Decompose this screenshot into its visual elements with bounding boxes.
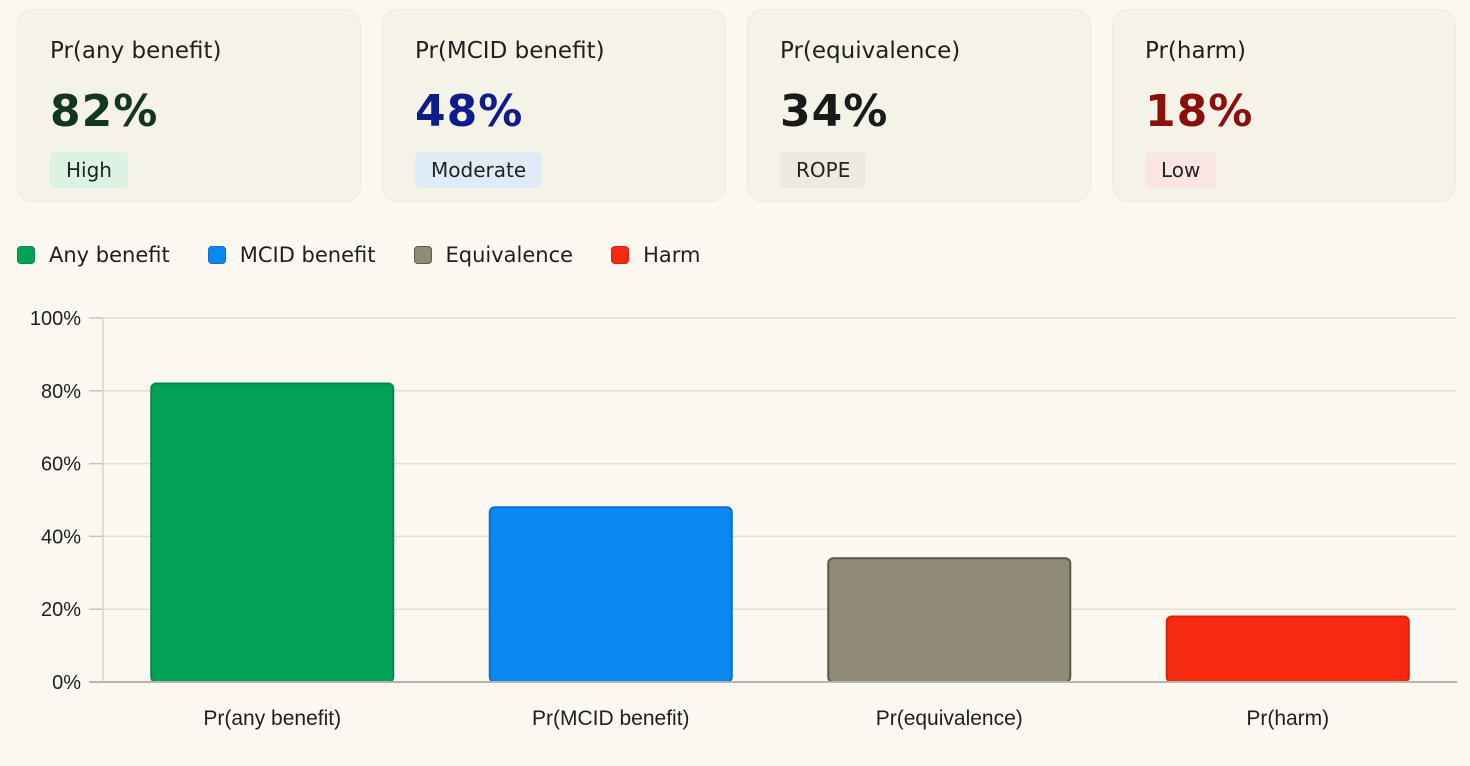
bar-chart: 0% 20% 40% 60% 80% 100% Pr(any benefit) Pr(MCID… [30, 308, 1457, 730]
card-value: 34% [780, 86, 889, 137]
y-tick-label: 100% [30, 308, 81, 330]
legend-swatch [413, 246, 432, 264]
card-label: Pr(MCID benefit) [415, 38, 605, 64]
card-label: Pr(equivalence) [780, 38, 961, 64]
card-label: Pr(harm) [1145, 38, 1246, 64]
y-tick-label: 60% [41, 454, 81, 476]
status-badge: High [50, 152, 128, 188]
card-value: 48% [415, 86, 524, 137]
legend-item-harm[interactable]: Harm [611, 243, 700, 267]
card-equivalence: Pr(equivalence) 34% ROPE [747, 9, 1091, 202]
status-badge: Low [1145, 152, 1217, 188]
card-label: Pr(any benefit) [50, 38, 222, 64]
legend-label: Equivalence [445, 243, 574, 267]
card-any-benefit: Pr(any benefit) 82% High [17, 9, 361, 202]
bar [150, 382, 395, 684]
bar [488, 506, 733, 683]
y-tick-label: 40% [41, 526, 81, 548]
x-tick-label: Pr(harm) [1246, 707, 1329, 730]
bar [827, 557, 1072, 683]
status-badge: Moderate [415, 152, 543, 188]
x-tick-label: Pr(MCID benefit) [532, 707, 690, 730]
x-tick-label: Pr(any benefit) [203, 707, 341, 730]
chart-legend: Any benefit MCID benefit Equivalence Har… [17, 243, 738, 267]
y-tick-label: 20% [41, 599, 81, 621]
y-tick-label: 80% [41, 381, 81, 403]
legend-swatch [17, 246, 35, 264]
legend-item-equivalence[interactable]: Equivalence [413, 243, 574, 267]
bar [1165, 615, 1410, 684]
card-mcid-benefit: Pr(MCID benefit) 48% Moderate [382, 9, 726, 202]
y-tick-label: 0% [52, 672, 81, 694]
legend-label: Harm [643, 243, 701, 267]
legend-label: MCID benefit [239, 243, 376, 267]
card-harm: Pr(harm) 18% Low [1112, 9, 1456, 202]
status-badge: ROPE [780, 152, 867, 188]
legend-item-mcid-benefit[interactable]: MCID benefit [207, 243, 376, 267]
card-value: 18% [1145, 86, 1254, 137]
legend-item-any-benefit[interactable]: Any benefit [17, 243, 170, 267]
card-value: 82% [50, 86, 159, 137]
summary-cards: Pr(any benefit) 82% High Pr(MCID benefit… [17, 9, 1456, 202]
legend-swatch [207, 246, 226, 264]
legend-swatch [611, 246, 630, 264]
x-tick-label: Pr(equivalence) [876, 707, 1023, 730]
legend-label: Any benefit [49, 243, 170, 267]
